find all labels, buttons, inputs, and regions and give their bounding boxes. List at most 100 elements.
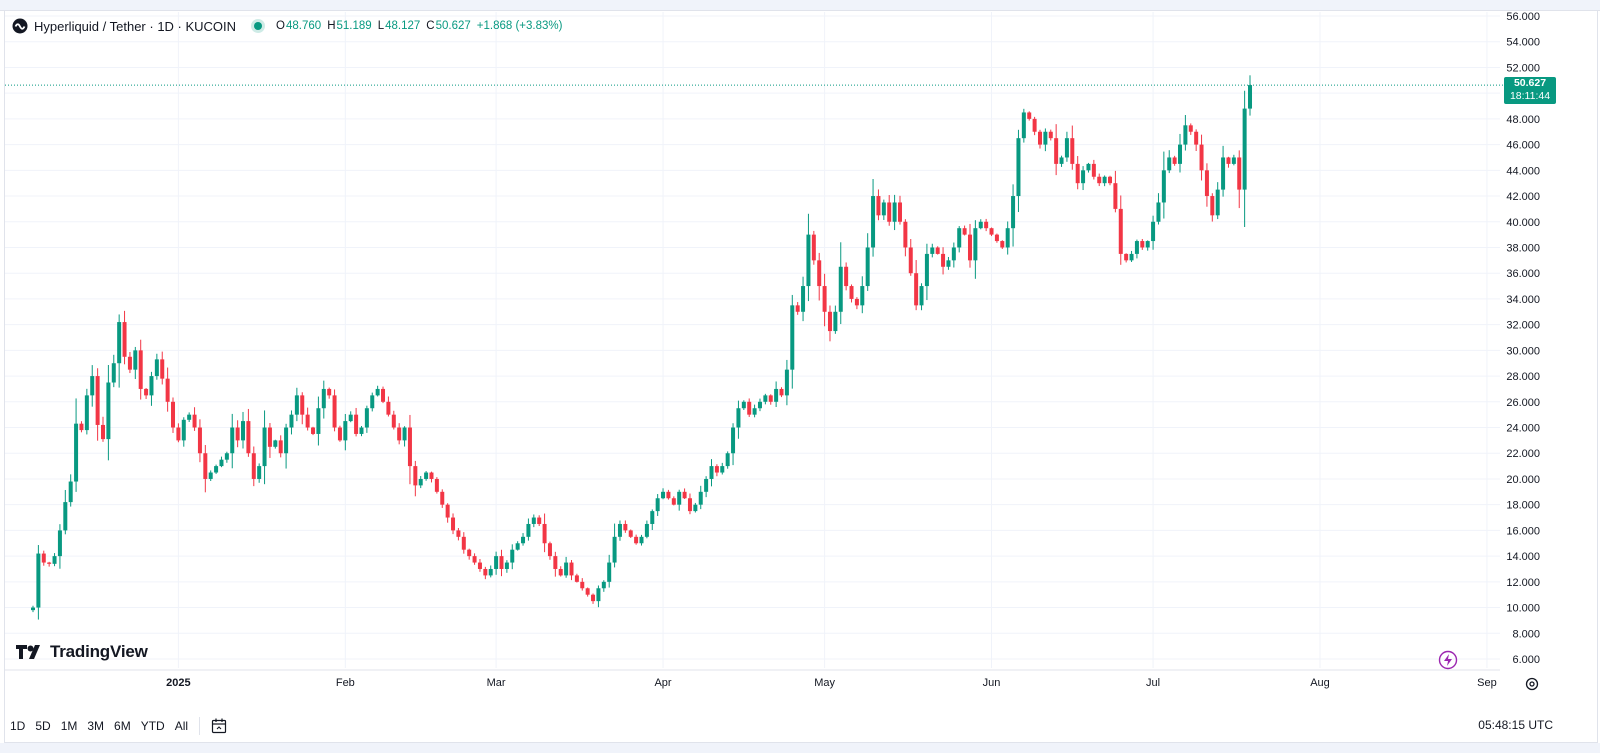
candle <box>251 446 256 487</box>
candle <box>553 551 558 577</box>
candle-body <box>720 466 725 473</box>
candle-body <box>1081 170 1086 184</box>
candle <box>591 593 596 604</box>
candle <box>47 561 52 567</box>
range-button-6m[interactable]: 6M <box>114 719 131 733</box>
candle-body <box>79 423 84 431</box>
candle <box>1248 75 1253 116</box>
candle-body <box>1194 131 1199 145</box>
candle <box>774 381 779 408</box>
range-button-5d[interactable]: 5D <box>35 719 51 733</box>
candle-body <box>871 196 876 248</box>
candle-body <box>284 427 289 454</box>
last-price-value: 50.627 <box>1513 77 1547 89</box>
candle-body <box>1113 183 1118 209</box>
candle <box>370 392 375 412</box>
candle <box>687 493 692 515</box>
range-button-all[interactable]: All <box>174 719 189 733</box>
candle-body <box>811 234 816 261</box>
candle-body <box>311 427 316 434</box>
settings-gear-icon[interactable] <box>1524 676 1540 692</box>
candle-body <box>127 356 132 370</box>
candle <box>612 523 617 568</box>
candle-body <box>348 414 353 422</box>
price-tick-label: 40.000 <box>1506 217 1540 229</box>
candle <box>935 246 940 255</box>
tradingview-brand[interactable]: TradingView <box>16 642 148 662</box>
time-axis[interactable]: 2025 Feb Mar Apr May Jun Jul Aug Sep <box>5 669 1500 689</box>
candle-body <box>1215 189 1220 216</box>
candle <box>472 553 477 565</box>
candle-body <box>833 311 838 332</box>
candle-body <box>63 502 68 531</box>
candle <box>300 392 305 425</box>
candle <box>1102 175 1107 187</box>
candle <box>1016 129 1021 213</box>
candle-body <box>424 472 429 479</box>
candle-body <box>197 427 202 454</box>
candle <box>267 423 272 458</box>
date-range-calendar-icon[interactable] <box>210 717 228 735</box>
range-button-1d[interactable]: 1D <box>10 719 26 733</box>
candle <box>332 389 337 432</box>
candle-body <box>149 376 154 396</box>
candle-body <box>574 575 579 582</box>
candle-body <box>1118 208 1123 254</box>
candle <box>456 528 461 541</box>
candle-body <box>585 588 590 595</box>
range-button-ytd[interactable]: YTD <box>140 719 165 733</box>
price-tick-label: 32.000 <box>1506 320 1540 332</box>
price-tick-label: 48.000 <box>1506 114 1540 126</box>
candle <box>321 380 326 419</box>
candle <box>79 421 84 433</box>
candle-body <box>1188 125 1193 132</box>
candle-body <box>596 588 601 602</box>
candle-body <box>483 568 488 576</box>
candle-body <box>941 253 946 267</box>
candle-body <box>601 581 606 589</box>
range-button-1m[interactable]: 1M <box>60 719 78 733</box>
candle-body <box>461 536 466 550</box>
lightning-icon[interactable] <box>1438 650 1458 670</box>
candle <box>1081 166 1086 191</box>
candle <box>1215 182 1220 220</box>
candle <box>941 247 946 275</box>
candle <box>1097 173 1102 187</box>
candle <box>1011 184 1016 247</box>
price-axis[interactable]: 56.00054.00052.00050.00048.00046.00044.0… <box>1506 11 1540 666</box>
candle <box>811 230 816 265</box>
candle <box>617 520 622 541</box>
candle <box>833 305 838 334</box>
candle-body <box>364 408 369 428</box>
candle <box>127 351 132 374</box>
candle-body <box>111 363 116 383</box>
candle-body <box>52 556 57 564</box>
candle <box>499 549 504 577</box>
candle <box>871 178 876 257</box>
candle <box>801 276 806 322</box>
candle-body <box>655 498 660 512</box>
symbol-title[interactable]: Hyperliquid / Tether · 1D · KUCOIN <box>34 18 237 34</box>
candle <box>187 412 192 422</box>
range-button-3m[interactable]: 3M <box>87 719 105 733</box>
candle-body <box>413 466 418 486</box>
utc-clock[interactable]: 05:48:15 UTC <box>1478 718 1553 732</box>
candle <box>434 477 439 494</box>
candle-body <box>682 491 687 499</box>
candle <box>445 503 450 523</box>
symbol-legend[interactable]: Hyperliquid / Tether · 1D · KUCOIN O48.7… <box>12 17 562 35</box>
candle-body <box>445 504 450 518</box>
candle-body <box>849 286 854 299</box>
candle <box>741 400 746 411</box>
candle <box>375 385 380 397</box>
candle-body <box>47 562 52 564</box>
candle <box>994 233 999 243</box>
candle <box>467 548 472 560</box>
candle <box>1161 151 1166 219</box>
candle-body <box>1086 163 1091 171</box>
candle <box>165 367 170 412</box>
candle <box>709 459 714 487</box>
candle-body <box>407 427 412 467</box>
